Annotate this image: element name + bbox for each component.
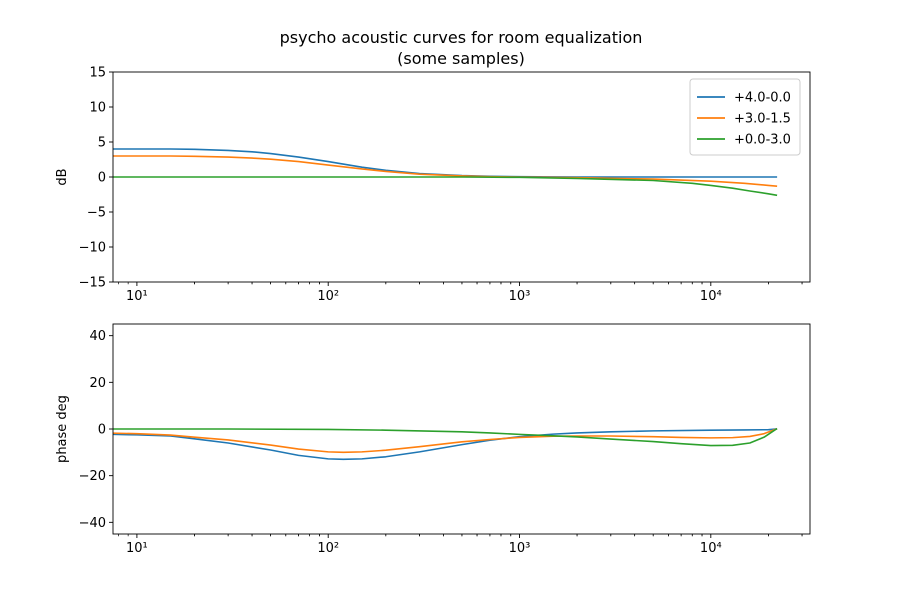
phase-plot: −40 −20 0 20 40 10¹ 10² 10³ 10⁴ phase deg xyxy=(55,323,811,556)
phase-x-tick-label: 10¹ xyxy=(126,541,148,556)
legend-label-2: +3.0-1.5 xyxy=(734,112,791,127)
phase-x-tick-label: 10³ xyxy=(509,541,531,556)
phase-x-tick-label: 10⁴ xyxy=(700,541,722,556)
magnitude-x-tick-label: 10⁴ xyxy=(700,289,722,304)
magnitude-y-tick-label: −5 xyxy=(87,206,106,221)
magnitude-y-tick-label: −10 xyxy=(79,241,106,256)
magnitude-y-tick-label: 15 xyxy=(89,66,106,81)
phase-y-tick-label: 40 xyxy=(89,329,106,344)
phase-x-tick-label: 10² xyxy=(317,541,339,556)
phase-y-tick-label: −20 xyxy=(79,469,106,484)
magnitude-series-line-2 xyxy=(113,155,778,187)
magnitude-series-line-1 xyxy=(113,148,778,178)
legend-label-1: +4.0-0.0 xyxy=(734,91,791,106)
phase-y-tick-label: 0 xyxy=(98,423,106,438)
phase-series-line-3 xyxy=(113,427,778,447)
magnitude-y-tick-label: 10 xyxy=(89,101,106,116)
magnitude-y-axis-label: dB xyxy=(55,168,70,185)
phase-series-line-1 xyxy=(113,428,778,461)
magnitude-x-tick-label: 10¹ xyxy=(126,289,148,304)
legend-label-3: +0.0-3.0 xyxy=(734,133,791,148)
magnitude-x-tick-label: 10³ xyxy=(509,289,531,304)
magnitude-legend: +4.0-0.0 +3.0-1.5 +0.0-3.0 xyxy=(689,78,801,156)
chart-subtitle: (some samples) xyxy=(397,49,525,68)
chart-title: psycho acoustic curves for room equaliza… xyxy=(280,28,643,47)
magnitude-y-tick-label: −15 xyxy=(79,276,106,291)
phase-y-tick-label: 20 xyxy=(89,376,106,391)
magnitude-series-line-3 xyxy=(113,176,778,197)
legend-box xyxy=(689,78,801,156)
phase-y-axis-label: phase deg xyxy=(55,395,70,463)
phase-series-line-2 xyxy=(113,427,778,454)
magnitude-y-tick-label: 0 xyxy=(98,171,106,186)
magnitude-plot: −15 −10 −5 0 5 10 15 10¹ 10² 10³ 10⁴ dB +4.0-0.0 +3.0… xyxy=(55,66,811,304)
magnitude-x-tick-label: 10² xyxy=(317,289,339,304)
magnitude-y-tick-label: 5 xyxy=(98,136,106,151)
phase-y-tick-label: −40 xyxy=(79,516,106,531)
